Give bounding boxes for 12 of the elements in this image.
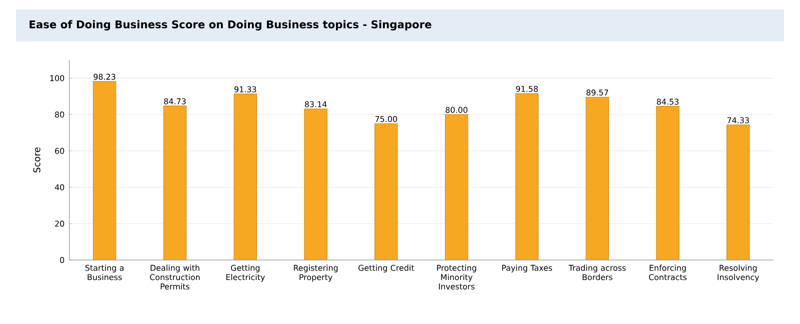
bar xyxy=(444,114,468,260)
bar xyxy=(726,124,750,260)
y-axis-title: Score xyxy=(33,147,40,172)
bar xyxy=(374,123,398,260)
bar xyxy=(586,96,609,260)
bar xyxy=(92,81,116,260)
bar xyxy=(515,93,539,260)
bar xyxy=(656,106,680,260)
bar xyxy=(234,94,257,260)
bar xyxy=(163,106,187,260)
bar xyxy=(304,108,328,260)
chart-title: Ease of Doing Business Score on Doing Business topics - Singapore xyxy=(30,20,432,31)
